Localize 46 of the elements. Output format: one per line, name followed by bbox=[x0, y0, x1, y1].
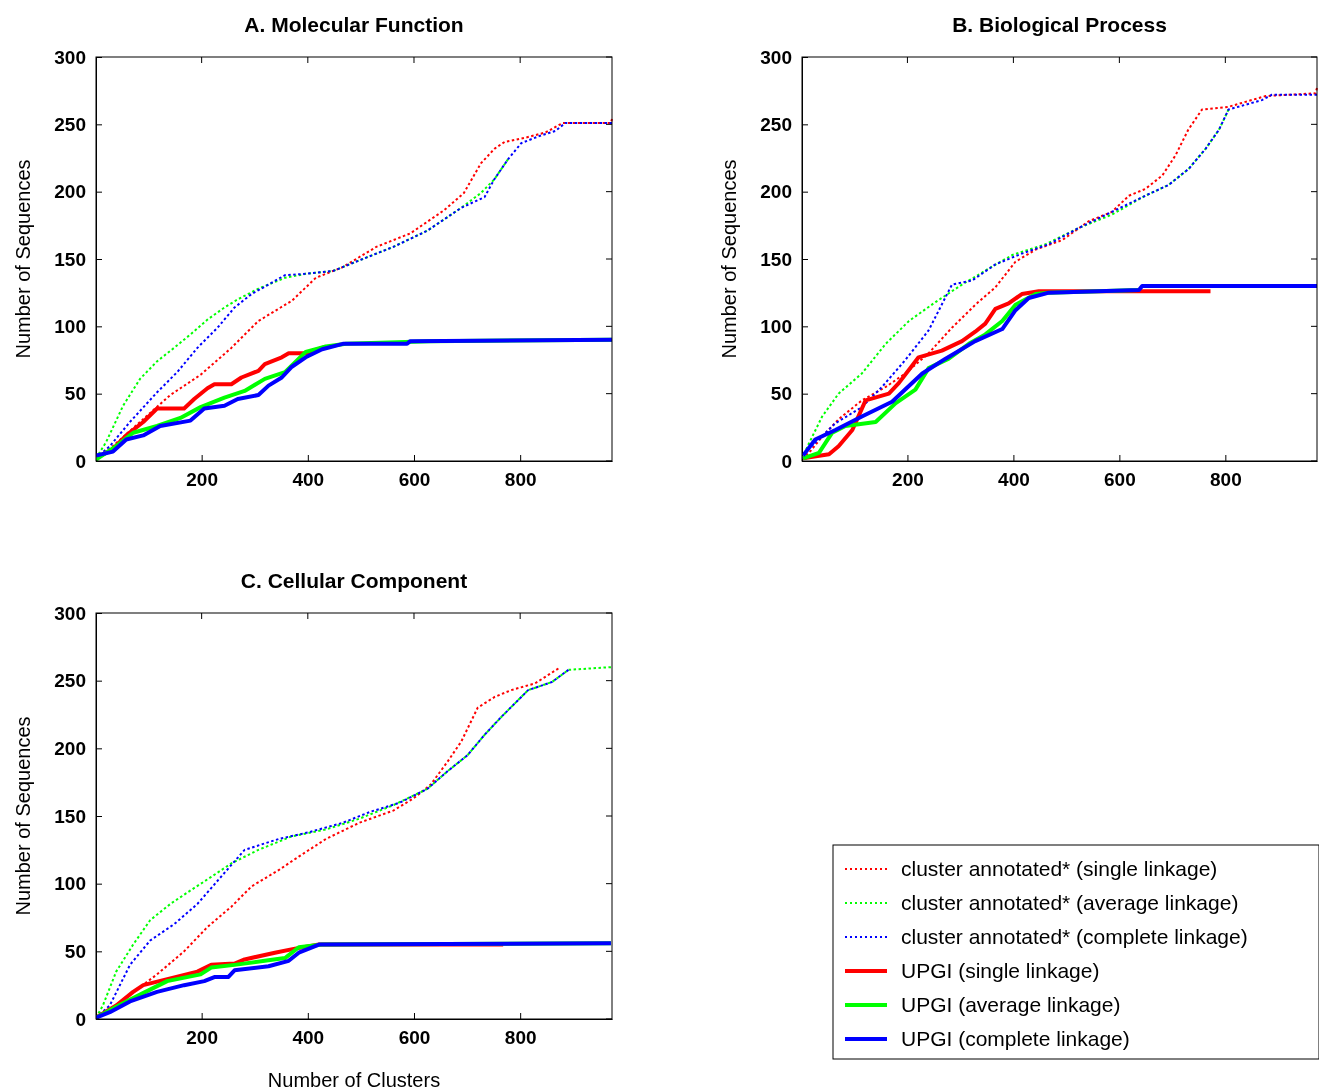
y-tick-label: 300 bbox=[54, 46, 86, 68]
y-tick-label: 250 bbox=[760, 113, 792, 135]
y-tick-label: 0 bbox=[781, 450, 792, 472]
x-tick-label: 400 bbox=[292, 1027, 325, 1049]
y-axis-title: Number of Sequences bbox=[718, 159, 740, 359]
legend-label: UPGI (single linkage) bbox=[901, 959, 1100, 982]
y-tick-label: 150 bbox=[54, 248, 86, 270]
x-tick-label: 800 bbox=[504, 469, 537, 491]
y-tick-label: 200 bbox=[54, 737, 86, 759]
y-tick-label: 50 bbox=[770, 383, 792, 405]
y-tick-label: 50 bbox=[64, 940, 86, 962]
x-tick-label: 600 bbox=[398, 1027, 431, 1049]
y-tick-label: 250 bbox=[54, 670, 86, 692]
x-tick-label: 600 bbox=[1104, 469, 1136, 491]
y-axis-title: Number of Sequences bbox=[12, 716, 34, 916]
legend-label: cluster annotated* (average linkage) bbox=[901, 891, 1239, 914]
y-tick-label: 100 bbox=[54, 873, 86, 895]
x-tick-label: 200 bbox=[186, 469, 218, 491]
x-tick-label: 800 bbox=[1209, 469, 1242, 491]
legend-label: cluster annotated* (single linkage) bbox=[901, 857, 1218, 880]
chart-title: A. Molecular Function bbox=[244, 13, 464, 36]
y-tick-label: 100 bbox=[760, 315, 792, 337]
x-tick-label: 200 bbox=[892, 469, 924, 491]
y-tick-label: 250 bbox=[54, 113, 86, 135]
y-tick-label: 300 bbox=[760, 46, 792, 68]
y-tick-label: 150 bbox=[760, 248, 792, 270]
chart-title: C. Cellular Component bbox=[240, 569, 468, 592]
y-tick-label: 0 bbox=[75, 450, 86, 472]
x-tick-label: 600 bbox=[398, 469, 431, 491]
x-tick-label: 400 bbox=[292, 469, 325, 491]
x-axis-title: Number of Clusters bbox=[267, 1069, 441, 1091]
legend-label: cluster annotated* (complete linkage) bbox=[901, 925, 1248, 948]
chart-title: B. Biological Process bbox=[952, 13, 1167, 36]
x-tick-label: 800 bbox=[504, 1027, 537, 1049]
y-tick-label: 200 bbox=[54, 181, 86, 203]
y-tick-label: 50 bbox=[64, 383, 86, 405]
y-tick-label: 300 bbox=[54, 602, 86, 624]
y-tick-label: 200 bbox=[760, 181, 792, 203]
legend-label: UPGI (complete linkage) bbox=[901, 1027, 1130, 1050]
x-tick-label: 200 bbox=[186, 1027, 218, 1049]
legend-label: UPGI (average linkage) bbox=[901, 993, 1121, 1016]
y-tick-label: 150 bbox=[54, 805, 86, 827]
y-axis-title: Number of Sequences bbox=[12, 159, 34, 359]
y-tick-label: 0 bbox=[75, 1008, 86, 1030]
y-tick-label: 100 bbox=[54, 315, 86, 337]
x-tick-label: 400 bbox=[998, 469, 1030, 491]
